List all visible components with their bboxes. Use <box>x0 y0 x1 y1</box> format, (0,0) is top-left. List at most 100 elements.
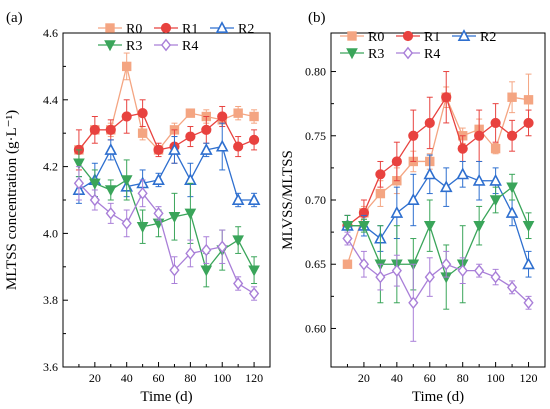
data-point <box>233 108 243 118</box>
data-point <box>105 124 116 135</box>
data-point <box>104 185 117 197</box>
legend-label: R3 <box>126 39 142 54</box>
data-point <box>152 173 165 185</box>
data-point <box>136 222 149 233</box>
data-point <box>200 265 213 277</box>
data-point <box>168 212 181 223</box>
data-point <box>490 270 501 284</box>
y-tick-label: 4.0 <box>43 226 58 240</box>
series-line <box>78 145 255 201</box>
x-tick-label: 80 <box>457 371 469 385</box>
data-point <box>217 240 228 254</box>
data-point <box>89 193 100 207</box>
data-point <box>472 173 486 186</box>
y-tick-label: 3.6 <box>43 360 58 374</box>
data-point <box>121 111 132 122</box>
series-line <box>347 173 530 265</box>
data-point <box>201 124 212 135</box>
data-point <box>424 117 435 129</box>
legend-label: R0 <box>126 22 142 37</box>
data-point <box>489 173 502 186</box>
data-point <box>457 264 468 277</box>
data-point <box>232 235 244 247</box>
data-point <box>137 128 148 138</box>
data-point <box>490 117 501 129</box>
x-tick-label: 20 <box>89 371 101 385</box>
x-tick-label: 120 <box>245 371 263 385</box>
data-point <box>358 220 370 232</box>
data-point <box>457 143 468 154</box>
data-point <box>391 156 402 167</box>
legend: R0 R1 R2 R3 R4 <box>340 29 496 62</box>
data-point <box>89 178 101 190</box>
series-line <box>78 66 255 151</box>
data-point <box>105 207 116 220</box>
legend-marker <box>347 31 357 41</box>
data-point <box>474 130 485 141</box>
data-point <box>73 158 85 170</box>
data-point <box>441 92 452 103</box>
series-line <box>347 95 529 227</box>
x-tick-label: 60 <box>424 371 436 385</box>
panel-b-vss-ratio-chart: 20 40 60 80 100 120 0.60 0.65 0.70 0.75 0.80 (b) Tim… <box>280 10 546 405</box>
data-point <box>423 167 437 180</box>
legend-label: R4 <box>424 47 440 62</box>
series-line <box>78 112 255 151</box>
data-point <box>375 169 386 180</box>
series-r3 <box>341 173 535 310</box>
data-point <box>474 264 485 277</box>
series-r2 <box>341 154 535 278</box>
data-point <box>505 205 519 218</box>
data-point <box>522 257 535 270</box>
data-point <box>248 265 260 277</box>
y-tick-label: 0.65 <box>305 257 326 271</box>
data-point <box>375 270 386 284</box>
y-tick-label: 3.8 <box>43 293 58 307</box>
legend-marker <box>160 22 172 34</box>
data-point <box>73 176 85 190</box>
data-point <box>248 134 260 145</box>
data-point <box>489 195 502 207</box>
data-point <box>473 220 485 232</box>
y-tick-label: 0.70 <box>305 193 326 207</box>
data-point <box>248 287 260 300</box>
data-point <box>408 130 419 141</box>
data-point <box>523 117 534 129</box>
x-tick-label: 40 <box>121 371 133 385</box>
series-r4 <box>342 231 534 342</box>
data-point <box>342 232 353 245</box>
data-point <box>456 167 470 180</box>
legend-marker <box>457 29 471 42</box>
data-point <box>185 247 196 260</box>
data-point <box>247 193 261 205</box>
legend: R0 R1 R2 R3 R4 <box>98 21 254 54</box>
data-point <box>358 257 370 271</box>
y-axis-label: MLTSS concentration (g·L⁻¹) <box>4 110 20 290</box>
series-r4 <box>73 166 260 301</box>
y-tick-label: 4.6 <box>43 26 58 40</box>
data-point <box>390 205 404 218</box>
data-point <box>506 130 518 141</box>
data-point <box>137 187 148 200</box>
y-tick-label: 4.4 <box>43 93 58 107</box>
legend-label: R1 <box>182 22 198 37</box>
panel-a-mltss-chart: 20 40 60 80 100 120 3.6 3.8 4.0 4.2 4.4 4.6 (a) Time … <box>4 10 271 405</box>
legend-label: R4 <box>182 39 198 54</box>
data-point <box>439 180 453 193</box>
data-point <box>441 257 452 271</box>
data-point <box>121 61 132 72</box>
data-point <box>423 220 436 232</box>
x-tick-label: 60 <box>153 371 165 385</box>
legend-marker <box>402 46 414 60</box>
data-point <box>490 143 501 154</box>
x-axis-label: Time (d) <box>140 389 192 405</box>
data-point <box>184 208 197 220</box>
y-tick-label: 0.80 <box>305 65 326 79</box>
legend-label: R2 <box>480 30 496 45</box>
x-tick-label: 100 <box>487 371 505 385</box>
data-point <box>169 263 180 277</box>
legend-marker <box>402 30 414 42</box>
data-point <box>121 217 132 230</box>
data-point <box>391 264 402 277</box>
legend-label: R3 <box>368 47 384 62</box>
